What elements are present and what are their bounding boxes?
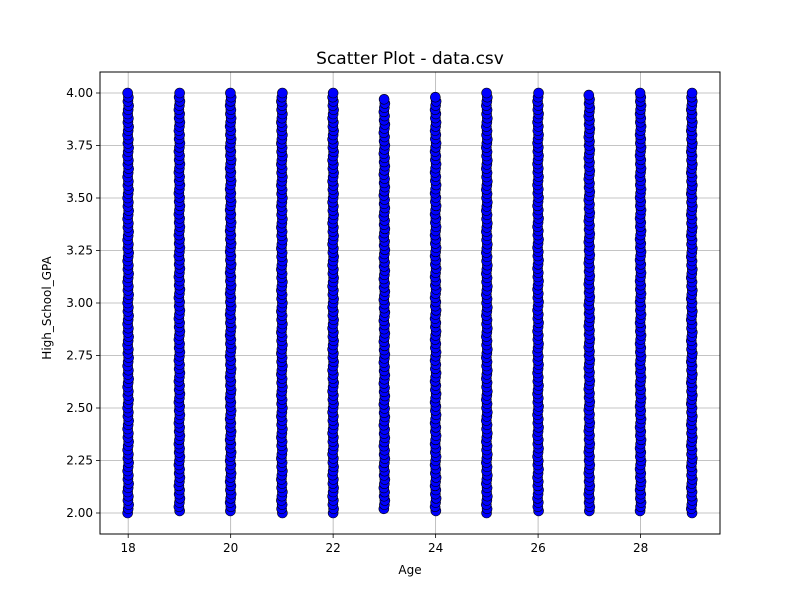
x-tick-label: 24 <box>428 541 443 555</box>
y-tick-label: 2.25 <box>66 454 93 468</box>
y-tick-label: 4.00 <box>66 86 93 100</box>
x-tick-label: 18 <box>121 541 136 555</box>
y-tick-label: 3.75 <box>66 139 93 153</box>
scatter-point <box>686 87 698 99</box>
scatter-point <box>634 87 646 99</box>
x-tick-label: 20 <box>223 541 238 555</box>
x-axis-label: Age <box>398 563 421 577</box>
y-axis-label: High_School_GPA <box>40 256 54 360</box>
y-tick-label: 3.00 <box>66 296 93 310</box>
scatter-point <box>174 87 185 99</box>
y-tick-label: 2.75 <box>66 349 93 363</box>
x-tick-label: 28 <box>633 541 648 555</box>
chart-title: Scatter Plot - data.csv <box>316 49 504 69</box>
scatter-point <box>122 87 133 99</box>
y-tick-label: 3.50 <box>66 191 93 205</box>
scatter-point <box>225 87 236 99</box>
scatter-point <box>277 87 288 99</box>
scatter-point <box>481 87 492 99</box>
x-axis-ticks: 18 20 22 24 26 28 <box>121 534 648 555</box>
scatter-point <box>583 89 595 101</box>
y-tick-label: 2.00 <box>66 506 93 520</box>
scatter-point <box>533 87 544 99</box>
y-axis-ticks: 2.00 2.25 2.50 2.75 3.00 3.25 3.50 3.75 4.00 <box>66 86 100 520</box>
scatter-point <box>430 91 441 103</box>
x-tick-label: 26 <box>530 541 545 555</box>
grid-lines <box>100 72 720 534</box>
y-tick-label: 3.25 <box>66 244 93 258</box>
data-points <box>122 87 698 519</box>
x-tick-label: 22 <box>325 541 340 555</box>
scatter-point <box>327 87 339 99</box>
y-tick-label: 2.50 <box>66 401 93 415</box>
scatter-point <box>378 94 390 105</box>
